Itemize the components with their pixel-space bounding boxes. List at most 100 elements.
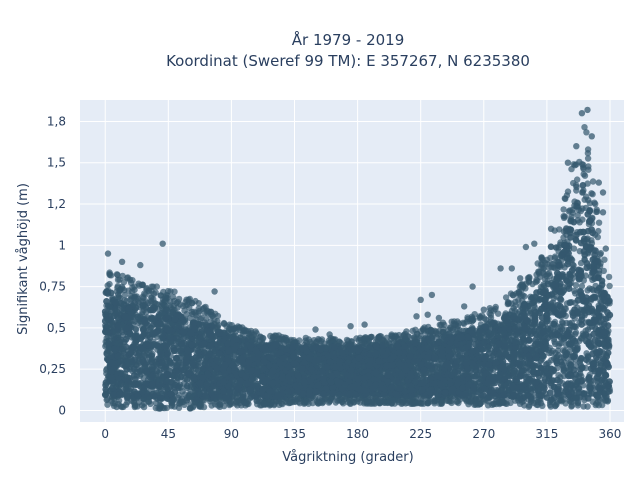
data-point: [433, 330, 440, 337]
data-point: [555, 244, 562, 251]
data-point: [492, 398, 499, 405]
chart-title-line1: År 1979 - 2019: [292, 30, 405, 49]
data-point: [573, 187, 580, 194]
data-point: [569, 261, 576, 268]
data-point: [412, 400, 419, 407]
data-point: [508, 300, 515, 307]
data-point: [580, 403, 587, 410]
data-point: [580, 171, 587, 178]
data-point: [454, 398, 461, 405]
data-point: [425, 327, 433, 335]
data-point: [443, 397, 450, 404]
data-point: [196, 402, 204, 409]
data-point: [595, 219, 603, 226]
data-point: [133, 293, 140, 300]
data-point: [302, 337, 309, 344]
data-point: [567, 361, 574, 369]
data-point: [572, 329, 580, 336]
data-point: [584, 287, 591, 294]
data-point: [374, 397, 382, 404]
data-point: [438, 399, 445, 406]
data-point: [122, 401, 130, 408]
data-point: [495, 310, 502, 317]
data-point: [576, 219, 583, 226]
data-point: [138, 281, 146, 289]
data-point: [560, 234, 567, 241]
data-point: [518, 286, 525, 294]
data-point: [484, 402, 492, 409]
data-point: [550, 320, 558, 328]
data-point: [552, 402, 559, 409]
data-point: [113, 271, 121, 278]
data-point: [573, 308, 581, 316]
data-point: [580, 164, 587, 171]
data-point: [159, 404, 167, 412]
data-point: [589, 178, 597, 185]
data-point: [572, 182, 580, 189]
data-point: [131, 401, 139, 409]
data-point: [104, 401, 111, 408]
data-point: [162, 294, 169, 301]
data-point: [539, 402, 546, 409]
data-point: [368, 333, 375, 341]
data-point: [228, 400, 235, 407]
data-point: [525, 403, 532, 410]
data-point: [577, 355, 585, 362]
data-point: [594, 233, 601, 241]
data-point: [368, 398, 375, 405]
data-point: [545, 264, 552, 271]
data-point: [186, 314, 194, 322]
data-point: [478, 312, 486, 319]
data-point: [236, 324, 243, 331]
data-point: [208, 402, 215, 409]
data-point: [184, 301, 191, 309]
data-point: [136, 298, 143, 305]
data-point: [350, 399, 358, 406]
data-point: [606, 282, 613, 290]
data-point: [192, 297, 199, 305]
data-point: [534, 260, 541, 267]
data-point: [279, 400, 286, 408]
data-point: [147, 400, 154, 407]
data-point: [498, 399, 505, 406]
data-point: [433, 397, 440, 404]
data-point: [221, 320, 228, 327]
data-point: [580, 187, 587, 194]
data-point: [241, 326, 248, 333]
data-point: [593, 206, 600, 213]
data-point: [303, 398, 311, 406]
data-point: [510, 292, 517, 299]
data-point: [171, 297, 178, 305]
data-point: [475, 401, 482, 408]
data-point: [192, 309, 199, 316]
data-point: [560, 396, 567, 403]
data-point: [254, 401, 261, 408]
data-point: [584, 146, 592, 153]
data-point: [136, 367, 144, 375]
data-point: [572, 282, 580, 289]
data-point: [201, 309, 208, 316]
data-point: [452, 321, 460, 328]
data-point: [490, 307, 497, 314]
data-point: [547, 243, 555, 250]
data-point: [150, 290, 158, 298]
data-point: [253, 330, 260, 337]
data-point: [131, 286, 138, 294]
data-point: [585, 166, 592, 173]
data-point: [345, 396, 353, 404]
data-point: [197, 315, 204, 323]
data-point: [388, 400, 395, 407]
data-point: [340, 400, 347, 407]
data-point: [107, 272, 115, 279]
data-point: [343, 336, 351, 344]
data-point: [167, 288, 174, 295]
data-point: [388, 331, 395, 338]
data-point: [208, 312, 216, 320]
data-point: [259, 334, 266, 342]
data-point: [203, 315, 210, 322]
data-point: [583, 129, 590, 136]
data-point: [160, 288, 167, 296]
data-point: [142, 291, 149, 298]
data-point: [124, 274, 131, 281]
data-points: [101, 106, 614, 412]
